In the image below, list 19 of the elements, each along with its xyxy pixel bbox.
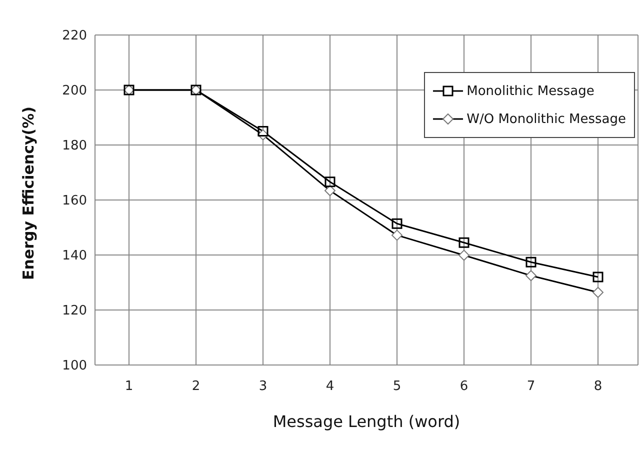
y-tick-label: 180 [62,138,87,154]
y-tick-label: 160 [62,194,87,209]
legend-label: Monolithic Message [466,84,594,98]
x-tick-label: 3 [258,379,268,394]
y-tick-label: 140 [62,248,87,264]
x-tick-label: 5 [392,379,402,394]
y-tick-label: 100 [62,358,87,374]
x-tick-label: 7 [526,379,536,394]
y-axis-title: Energy Efficiency(%) [19,106,38,280]
x-axis-title: Message Length (word) [272,412,460,431]
y-tick-label: 120 [62,304,87,319]
x-tick-label: 1 [124,379,134,394]
y-tick-label: 200 [62,84,87,99]
legend-label: W/O Monolithic Message [466,112,626,126]
y-tick-label: 220 [62,28,87,44]
x-tick-label: 4 [326,379,334,394]
x-tick-label: 2 [192,379,200,394]
x-tick-label: 6 [460,379,468,394]
x-tick-label: 8 [594,379,602,394]
